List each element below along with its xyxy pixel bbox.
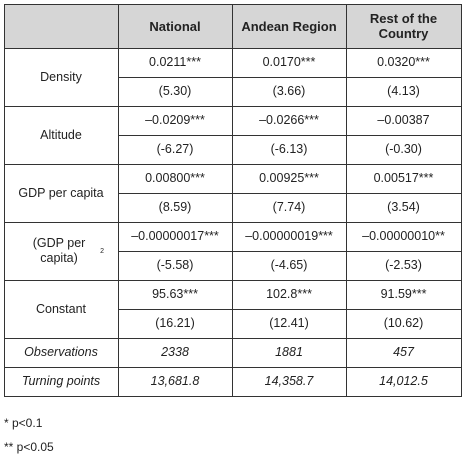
column-header: Rest of the Country: [346, 4, 461, 48]
t-statistic: (7.74): [272, 200, 306, 214]
summary-value: 14,358.7: [264, 374, 314, 388]
rule: [4, 4, 5, 397]
t-statistic: (5.30): [158, 84, 192, 98]
coefficient: –0.00000017***: [131, 229, 219, 243]
row-label-text: Density: [40, 69, 82, 84]
column-header: Andean Region: [232, 4, 346, 48]
rule: [118, 4, 119, 397]
t-statistic: (-4.65): [270, 258, 308, 272]
coefficient: 0.00517***: [373, 171, 434, 185]
rule: [232, 4, 233, 397]
t-statistic: (10.62): [383, 316, 424, 330]
t-statistic: (-6.27): [156, 142, 194, 156]
summary-value: 457: [393, 345, 414, 359]
summary-value: 14,012.5: [379, 374, 428, 388]
row-label-text: Constant: [35, 301, 87, 316]
rule: [4, 222, 462, 223]
coefficient: 0.00800***: [145, 171, 205, 185]
rule: [118, 77, 462, 78]
rule: [118, 193, 462, 194]
summary-value: 13,681.8: [150, 374, 200, 388]
coefficient: 0.0320***: [377, 55, 430, 69]
rule: [461, 4, 462, 397]
coefficient: –0.00387: [377, 113, 430, 127]
summary-label: Turning points: [21, 374, 101, 388]
t-statistic: (16.21): [155, 316, 195, 330]
coefficient: –0.00000010**: [362, 229, 445, 243]
row-label-text: (GDP per capita): [32, 236, 86, 265]
rule: [4, 106, 462, 107]
summary-value: 1881: [275, 345, 303, 359]
coefficient: 0.0170***: [262, 55, 316, 69]
t-statistic: (-6.13): [270, 142, 308, 156]
coefficient: 102.8***: [266, 287, 312, 301]
footnote: ** p<0.05: [4, 440, 54, 454]
rule: [118, 251, 462, 252]
superscript: 2: [100, 247, 104, 255]
coefficient: –0.00000019***: [245, 229, 333, 243]
row-label: Constant: [4, 280, 118, 338]
row-label-text: Altitude: [40, 127, 82, 142]
rule: [4, 396, 462, 397]
rule: [4, 367, 462, 368]
rule: [118, 309, 462, 310]
rule: [346, 4, 347, 397]
row-label-text: GDP per capita: [18, 185, 104, 200]
rule: [4, 48, 462, 49]
rule: [4, 4, 462, 5]
row-label: Altitude: [4, 106, 118, 164]
coefficient: 91.59***: [380, 287, 427, 301]
coefficient: 0.00925***: [259, 171, 319, 185]
footnote: * p<0.1: [4, 416, 43, 430]
t-statistic: (-5.58): [156, 258, 194, 272]
coefficient: 95.63***: [152, 287, 198, 301]
t-statistic: (12.41): [269, 316, 309, 330]
coefficient: –0.0209***: [145, 113, 205, 127]
t-statistic: (8.59): [158, 200, 192, 214]
row-label: Density: [4, 48, 118, 106]
rule: [118, 135, 462, 136]
t-statistic: (-2.53): [385, 258, 422, 272]
rule: [4, 164, 462, 165]
t-statistic: (3.66): [272, 84, 306, 98]
rule: [4, 280, 462, 281]
t-statistic: (-0.30): [385, 142, 422, 156]
t-statistic: (4.13): [387, 84, 420, 98]
column-header: National: [118, 4, 232, 48]
coefficient: 0.0211***: [149, 55, 201, 69]
t-statistic: (3.54): [387, 200, 420, 214]
summary-label: Observations: [24, 345, 98, 359]
rule: [4, 338, 462, 339]
row-label: (GDP per capita) 2: [4, 222, 118, 280]
coefficient: –0.0266***: [259, 113, 319, 127]
row-label: GDP per capita: [4, 164, 118, 222]
summary-value: 2338: [161, 345, 189, 359]
